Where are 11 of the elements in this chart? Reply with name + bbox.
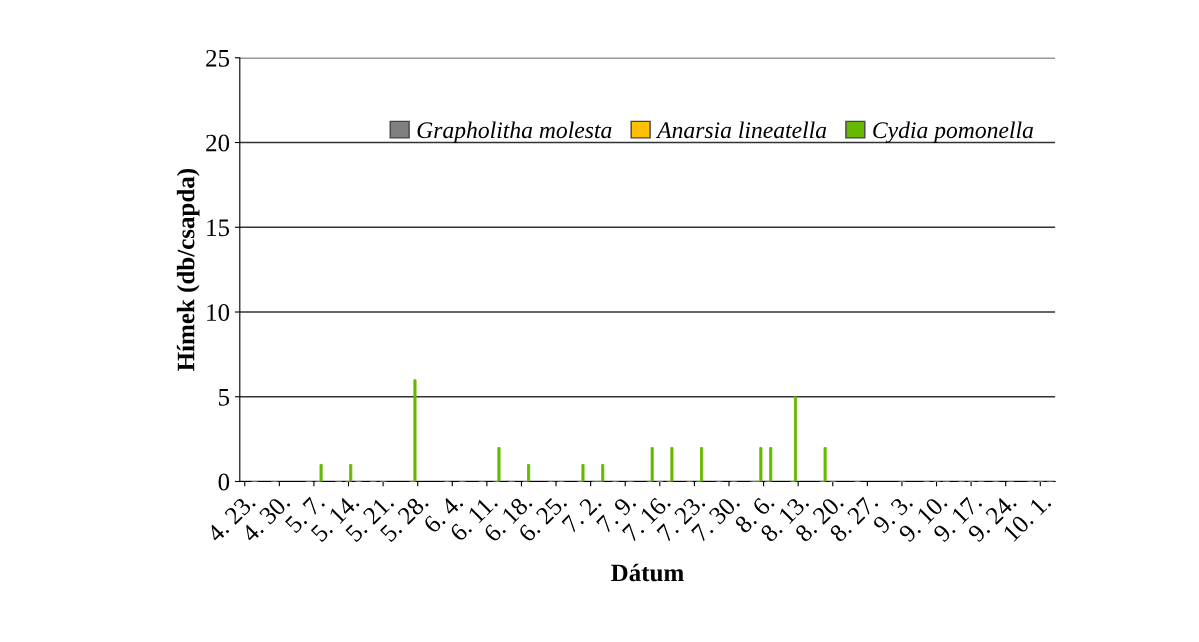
legend-label: Grapholitha molesta bbox=[417, 121, 612, 143]
y-tick-label: 0 bbox=[218, 473, 230, 491]
x-axis-title: Dátum bbox=[611, 563, 684, 582]
y-axis-title: Hímek (db/csapda) bbox=[176, 168, 200, 371]
y-tick-label: 15 bbox=[207, 219, 230, 237]
y-tick-label: 25 bbox=[206, 49, 230, 67]
y-tick-label: 20 bbox=[206, 134, 230, 152]
y-tick-label: 5 bbox=[219, 389, 230, 406]
legend-label: Cydia pomonella bbox=[873, 121, 1033, 144]
legend-label: Anarsia lineatella bbox=[655, 121, 827, 139]
y-tick-label: 10 bbox=[207, 304, 230, 321]
